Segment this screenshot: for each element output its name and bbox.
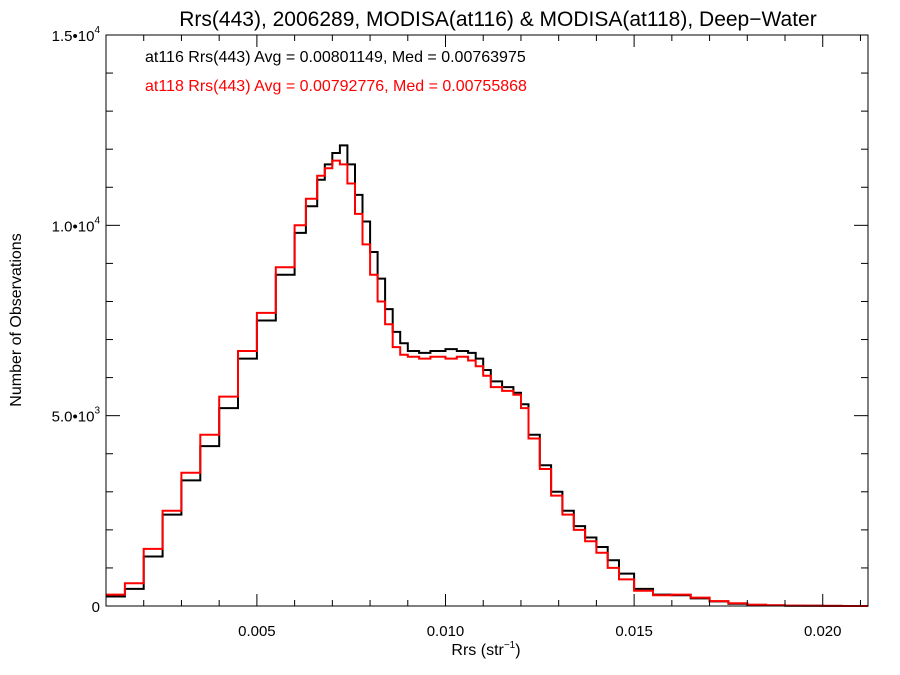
y-tick-label: 5.0•103 [52,406,101,426]
x-tick-label: 0.010 [427,623,465,640]
y-tick-label: 1.5•104 [52,25,101,45]
x-axis-title-sup: −1 [504,640,516,651]
y-tick-label: 0 [92,599,100,616]
x-axis-title: Rrs (str−1) [451,640,520,659]
series-line-1 [106,159,868,607]
plot-frame [105,34,869,607]
x-axis-title-suffix: ) [515,642,520,659]
annotation-at118: at118 Rrs(443) Avg = 0.00792776, Med = 0… [145,78,527,95]
x-axis: 0.005 0.010 0.015 0.020 [105,35,861,640]
x-tick-label: 0.015 [615,623,653,640]
x-tick-label: 0.020 [804,623,842,640]
chart-title: Rrs(443), 2006289, MODISA(at116) & MODIS… [179,8,816,31]
x-axis-title-text: Rrs (str [451,642,504,659]
y-tick-label: 1.0•104 [52,215,101,235]
legend-annotations: at116 Rrs(443) Avg = 0.00801149, Med = 0… [145,49,527,95]
x-tick-label: 0.005 [238,623,276,640]
y-axis: 0 5.0•103 1.0•104 1.5•104 [52,25,868,616]
y-axis-title: Number of Observations [8,233,25,406]
annotation-at116: at116 Rrs(443) Avg = 0.00801149, Med = 0… [145,49,526,66]
series-layer [106,144,868,607]
